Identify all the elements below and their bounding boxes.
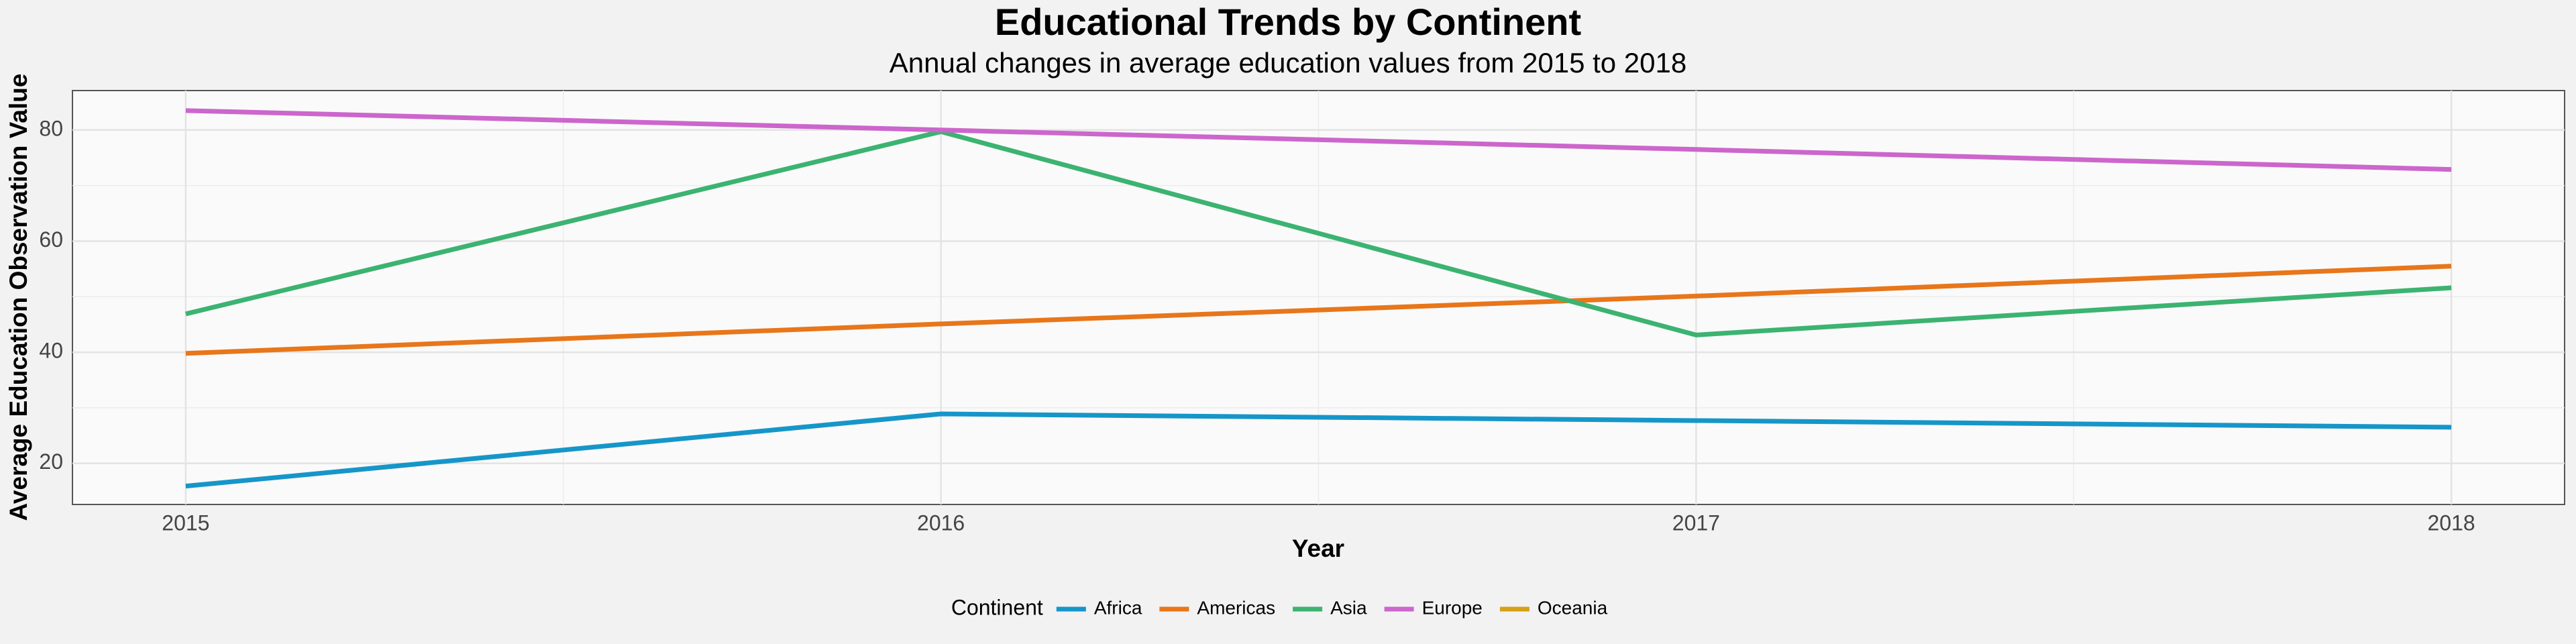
y-tick-label: 20 [39, 449, 63, 474]
x-tick-label: 2015 [162, 511, 209, 535]
x-tick-label: 2017 [1672, 511, 1720, 535]
series-line [185, 264, 2452, 356]
legend-label: Africa [1094, 597, 1142, 618]
legend-label: Oceania [1538, 597, 1608, 618]
y-axis-title: Average Education Observation Value [5, 74, 32, 521]
series-line [185, 129, 2452, 337]
series-line [185, 108, 2452, 172]
chart-subtitle: Annual changes in average education valu… [890, 47, 1687, 78]
series-line [185, 411, 2452, 489]
y-tick-label: 40 [39, 339, 63, 363]
x-tick-label: 2016 [917, 511, 965, 535]
legend: Continent Africa Americas Asia Europe Oceania [951, 595, 1608, 619]
legend-label: Europe [1422, 597, 1483, 618]
legend-label: Asia [1330, 597, 1367, 618]
x-axis-title: Year [1292, 535, 1344, 562]
y-tick-label: 60 [39, 227, 63, 252]
y-tick-label: 80 [39, 116, 63, 140]
legend-title: Continent [951, 595, 1043, 619]
x-tick-label: 2018 [2428, 511, 2475, 535]
lines [185, 108, 2452, 489]
legend-label: Americas [1197, 597, 1275, 618]
chart-title: Educational Trends by Continent [995, 1, 1581, 43]
